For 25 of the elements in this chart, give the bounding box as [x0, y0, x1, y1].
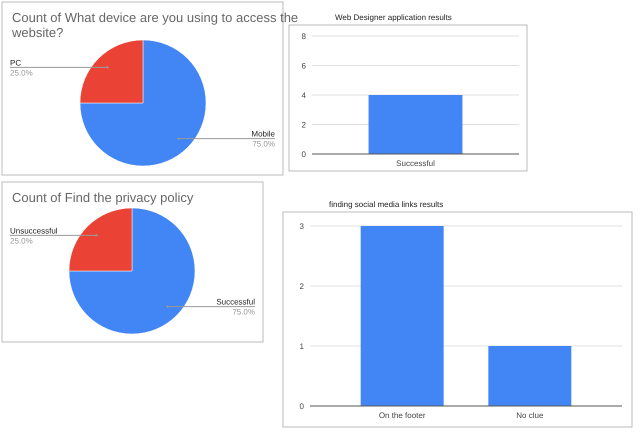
chart-title: finding social media links results — [329, 200, 444, 209]
y-tick-label: 2 — [302, 120, 307, 130]
data-label: 75.0% — [232, 308, 255, 317]
data-label: 25.0% — [10, 68, 33, 78]
data-label: 75.0% — [252, 140, 275, 149]
pie-slice — [68, 208, 196, 334]
x-tick-label: On the footer — [378, 411, 426, 420]
chart-title: Web Designer application results — [335, 13, 452, 22]
slice-label: Successful — [216, 298, 256, 307]
y-tick-label: 2 — [300, 282, 305, 291]
chart-title: Count of Find the privacy policy — [12, 190, 194, 205]
pie-slice — [80, 40, 206, 166]
y-tick-label: 0 — [302, 150, 307, 159]
slice-label: Unsuccessful — [10, 226, 58, 236]
data-label: 25.0% — [10, 236, 33, 246]
chart-title: Count of What device are you using to access the website? — [11, 10, 298, 40]
slice-label: Mobile — [251, 130, 276, 139]
slice-label: PC — [10, 58, 22, 68]
y-tick-label: 3 — [300, 222, 305, 231]
y-tick-label: 1 — [300, 342, 305, 351]
y-tick-label: 0 — [300, 402, 305, 411]
y-tick-label: 6 — [302, 62, 307, 70]
y-tick-label: 4 — [302, 91, 307, 100]
x-tick-label: No clue — [516, 411, 544, 420]
y-tick-label: 8 — [302, 32, 307, 41]
